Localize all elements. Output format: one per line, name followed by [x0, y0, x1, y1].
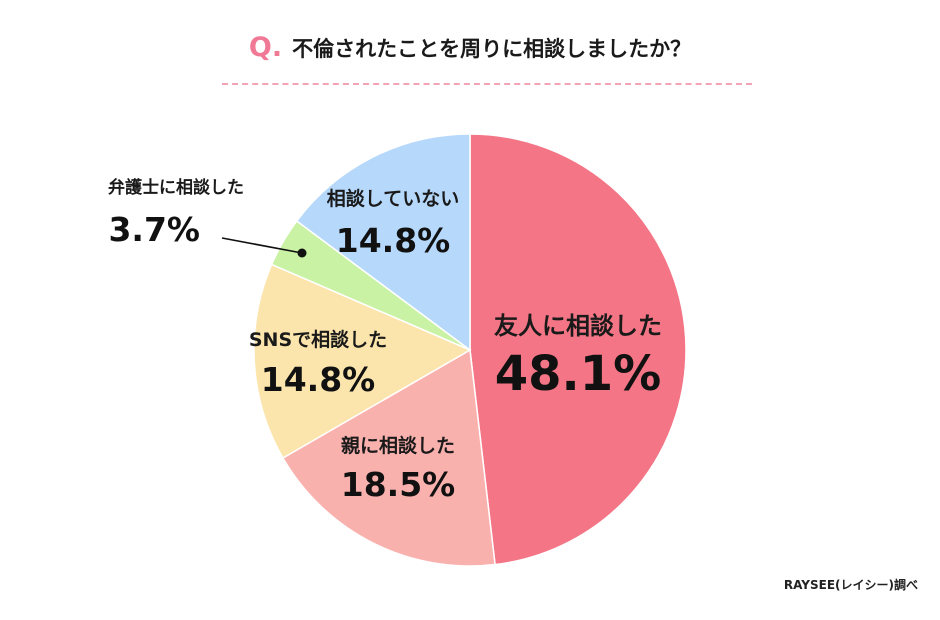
- slice-none: [295, 133, 471, 352]
- leader-line-lawyer: [221, 237, 303, 254]
- slice-friend-value: 48.1%: [495, 346, 662, 402]
- slice-friend: [469, 133, 687, 566]
- slice-parent-value: 18.5%: [341, 465, 456, 504]
- slice-lawyer-label: 弁護士に相談した: [108, 177, 244, 198]
- slice-sns-label: SNSで相談した: [249, 328, 387, 351]
- slice-lawyer-value: 3.7%: [108, 210, 200, 249]
- slice-friend-label: 友人に相談した: [494, 312, 662, 340]
- chart-title: Q. 不倫されたことを周りに相談しましたか？: [0, 32, 940, 63]
- source-credit: RAYSEE(レイシー)調べ: [783, 578, 918, 592]
- slice-none-label: 相談していない: [327, 187, 459, 210]
- slice-none-value: 14.8%: [336, 221, 451, 260]
- slice-parent-label: 親に相談した: [341, 434, 455, 457]
- slice-sns: [253, 263, 472, 460]
- leader-dot-lawyer: [297, 248, 307, 258]
- slice-parent: [281, 348, 496, 567]
- question-mark-label: Q.: [248, 32, 283, 63]
- title-underline: [222, 83, 752, 85]
- slice-sns-value: 14.8%: [261, 360, 376, 399]
- question-text: 不倫されたことを周りに相談しましたか？: [292, 37, 692, 61]
